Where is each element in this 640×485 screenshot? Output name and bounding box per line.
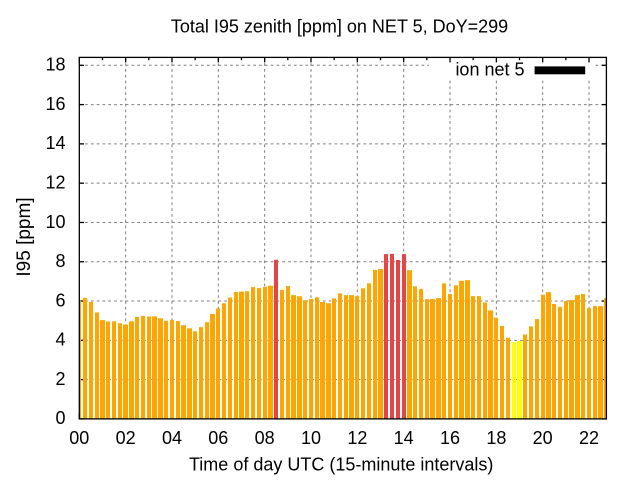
svg-text:I95 [ppm]: I95 [ppm] [14,197,35,276]
svg-text:16: 16 [440,428,460,448]
svg-text:18: 18 [486,428,506,448]
svg-text:08: 08 [255,428,275,448]
svg-text:06: 06 [208,428,228,448]
svg-text:0: 0 [55,408,65,428]
svg-text:6: 6 [55,290,65,310]
svg-text:16: 16 [45,94,65,114]
svg-text:20: 20 [533,428,553,448]
svg-text:04: 04 [162,428,182,448]
svg-text:14: 14 [45,133,65,153]
svg-text:12: 12 [45,172,65,192]
svg-text:14: 14 [394,428,414,448]
svg-text:22: 22 [579,428,599,448]
svg-text:12: 12 [347,428,367,448]
svg-text:00: 00 [69,428,89,448]
svg-text:ion net 5: ion net 5 [455,59,524,79]
svg-text:02: 02 [116,428,136,448]
svg-text:Total I95 zenith [ppm] on NET: Total I95 zenith [ppm] on NET 5, DoY=299 [171,17,508,37]
svg-text:4: 4 [55,330,65,350]
svg-text:10: 10 [45,212,65,232]
svg-text:2: 2 [55,369,65,389]
svg-text:Time of day UTC (15-minute int: Time of day UTC (15-minute intervals) [189,454,493,474]
svg-text:18: 18 [45,55,65,75]
svg-text:10: 10 [301,428,321,448]
svg-text:8: 8 [55,251,65,271]
